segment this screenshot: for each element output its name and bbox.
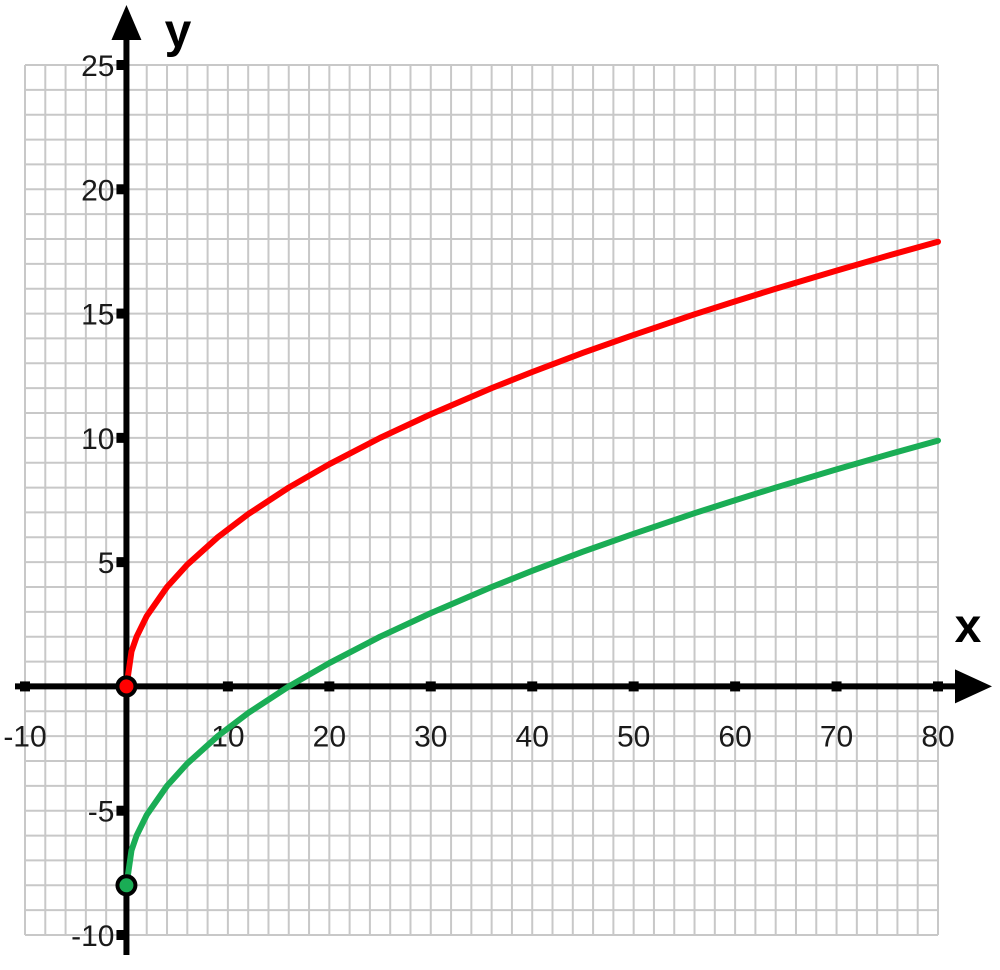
x-tick-mark: [527, 681, 538, 692]
y-tick-label: 15: [81, 299, 114, 332]
y-tick-mark: [116, 184, 127, 195]
red-start-point: [115, 675, 138, 698]
y-tick-label: 10: [81, 423, 114, 456]
x-tick-mark: [831, 681, 842, 692]
x-tick-label: 60: [718, 720, 751, 753]
x-tick-mark: [628, 681, 639, 692]
x-tick-label: 40: [516, 720, 549, 753]
x-tick-mark: [324, 681, 335, 692]
y-tick-mark: [116, 930, 127, 940]
x-tick-label: 20: [313, 720, 346, 753]
x-tick-mark: [20, 681, 30, 692]
green-curve: [123, 437, 941, 889]
y-tick-label: -10: [71, 920, 114, 953]
green-start-point: [115, 874, 138, 897]
y-tick-mark: [116, 432, 127, 443]
y-tick-mark: [116, 805, 127, 816]
x-tick-mark: [730, 681, 741, 692]
y-tick-mark: [116, 60, 127, 70]
x-tick-label: 50: [617, 720, 650, 753]
x-tick-label: 30: [414, 720, 447, 753]
y-tick-label: -5: [88, 796, 115, 829]
y-tick-label: 20: [81, 174, 114, 207]
x-tick-mark: [222, 681, 233, 692]
x-tick-mark: [933, 681, 943, 692]
x-tick-mark: [425, 681, 436, 692]
x-tick-label: -10: [3, 720, 46, 753]
y-tick-mark: [116, 308, 127, 319]
y-axis-label: y: [165, 5, 192, 58]
x-tick-label: 80: [921, 720, 954, 753]
x-tick-label: 70: [820, 720, 853, 753]
y-tick-label: 25: [81, 50, 114, 83]
y-tick-label: 5: [98, 547, 115, 580]
x-axis-label: x: [955, 600, 982, 653]
x-axis-arrow: [955, 669, 992, 704]
red-curve: [123, 238, 941, 690]
y-axis-arrow: [111, 5, 142, 40]
y-tick-mark: [116, 557, 127, 568]
